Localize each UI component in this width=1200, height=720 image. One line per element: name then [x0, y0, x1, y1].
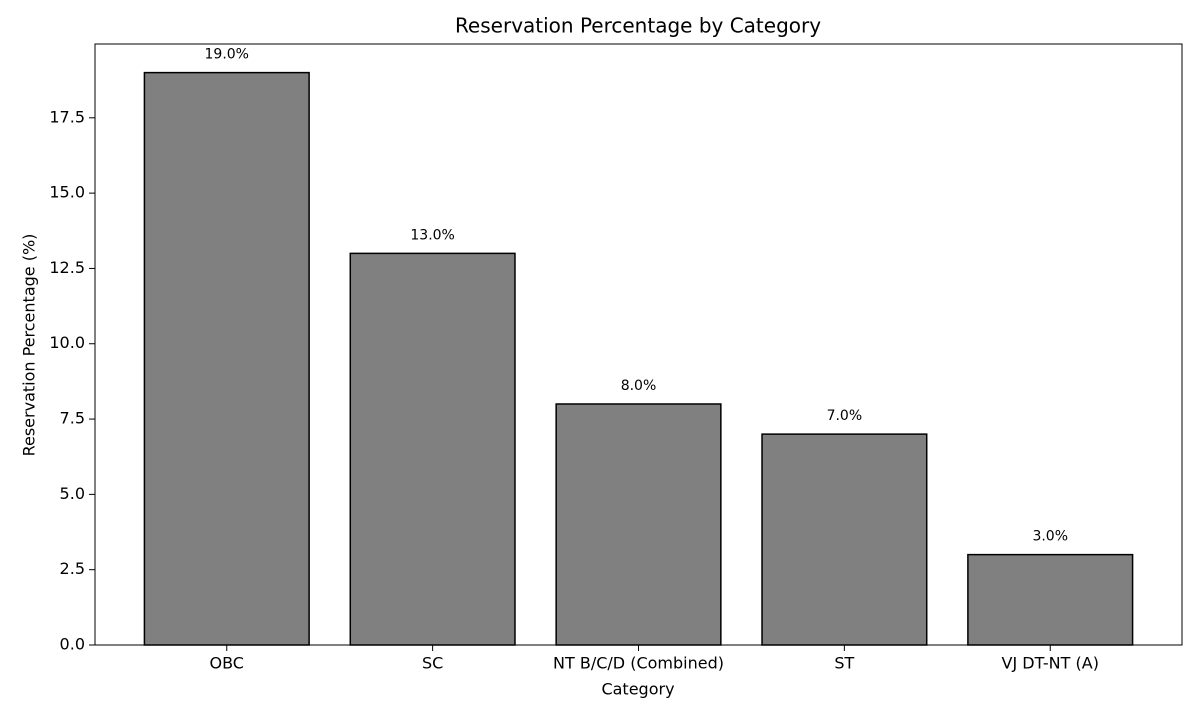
- value-label: 3.0%: [1032, 529, 1068, 545]
- x-tick-label: NT B/C/D (Combined): [553, 654, 724, 673]
- y-tick-label: 7.5: [60, 409, 85, 428]
- y-tick-label: 0.0: [60, 635, 85, 654]
- chart-title: Reservation Percentage by Category: [455, 14, 821, 38]
- bar: [349, 252, 516, 646]
- value-label: 13.0%: [410, 227, 454, 243]
- x-tick-label: OBC: [210, 654, 244, 673]
- y-tick-label: 10.0: [49, 333, 85, 352]
- plot-frame: [94, 43, 1183, 646]
- value-label: 7.0%: [827, 408, 863, 424]
- y-axis-label: Reservation Percentage (%): [20, 234, 39, 457]
- y-tick-label: 17.5: [49, 107, 85, 126]
- y-tick-label: 2.5: [60, 559, 85, 578]
- bar: [143, 71, 310, 646]
- value-label: 8.0%: [621, 378, 657, 394]
- value-label: 19.0%: [205, 47, 249, 63]
- bar: [555, 403, 722, 646]
- x-tick-label: VJ DT-NT (A): [1002, 654, 1099, 673]
- x-tick-label: SC: [422, 654, 443, 673]
- y-tick-label: 12.5: [49, 258, 85, 277]
- y-tick-label: 15.0: [49, 183, 85, 202]
- x-axis-label: Category: [601, 680, 674, 699]
- y-tick-label: 5.0: [60, 484, 85, 503]
- bar: [967, 553, 1134, 646]
- x-tick-label: ST: [834, 654, 854, 673]
- bar: [761, 433, 928, 646]
